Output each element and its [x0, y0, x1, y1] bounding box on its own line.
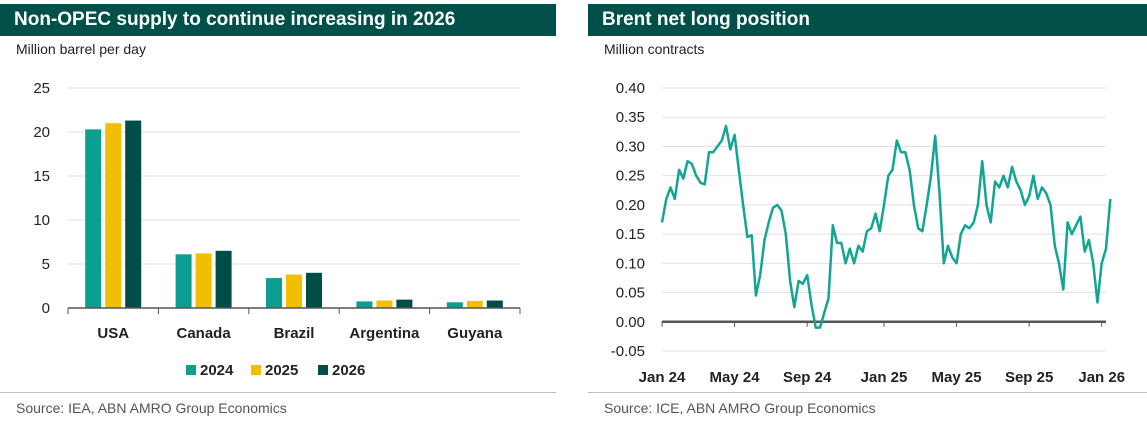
y-tick-label: 0.25 [616, 168, 645, 185]
y-tick-label: 0.10 [616, 255, 645, 272]
y-tick-label: -0.05 [611, 343, 645, 360]
bar-2025-canada [195, 253, 212, 308]
y-tick-label: 0.40 [616, 80, 645, 97]
bar-2024-usa [85, 129, 102, 308]
x-tick-label: Jan 25 [861, 369, 908, 386]
x-tick-label: Jan 24 [639, 369, 686, 386]
line-chart: -0.05 0.00 0.05 0.10 0.15 0.20 0.25 0.30 0.35 0.4… [611, 80, 1125, 386]
x-tick-label: May 24 [710, 369, 761, 386]
left-chart-panel: Non-OPEC supply to continue increasing i… [0, 0, 556, 426]
left-chart-title: Non-OPEC supply to continue increasing i… [0, 4, 556, 36]
bar-2025-brazil [286, 274, 302, 308]
right-chart-panel: Brent net long position Million contract… [588, 0, 1147, 426]
bar-2025-argentina [376, 300, 393, 308]
left-unit-label: Million barrel per day [16, 41, 146, 57]
bar-2024-canada [175, 254, 192, 308]
left-source: Source: IEA, ABN AMRO Group Economics [16, 400, 287, 416]
y-tick-label: 25 [33, 80, 50, 97]
x-tick-label: Guyana [447, 325, 503, 342]
x-tick-label: Jan 26 [1078, 369, 1125, 386]
net-long-series-line [660, 124, 1112, 329]
bar-2024-guyana [446, 302, 463, 308]
bar-2024-argentina [356, 301, 373, 308]
bar-2025-usa [105, 123, 122, 308]
legend-label-2024: 2024 [200, 362, 234, 379]
y-tick-label: 0.35 [616, 109, 645, 126]
bar-2026-brazil [306, 272, 322, 308]
y-tick-label: 0.00 [616, 314, 645, 331]
y-tick-label: 15 [33, 168, 50, 185]
x-tick-label: Sep 24 [783, 369, 832, 386]
right-divider [588, 392, 1147, 393]
right-source: Source: ICE, ABN AMRO Group Economics [604, 400, 876, 416]
legend-label-2025: 2025 [265, 362, 298, 379]
y-tick-label: 5 [42, 256, 50, 273]
y-tick-label: 0.05 [616, 285, 645, 302]
x-tick-label: Sep 25 [1005, 369, 1053, 386]
y-tick-label: 20 [33, 124, 50, 141]
y-tick-label: 0.15 [616, 226, 645, 243]
legend-swatch-2026 [318, 365, 328, 375]
bar-2026-usa [125, 120, 142, 308]
y-tick-label: 0 [42, 300, 50, 317]
y-tick-label: 0.20 [616, 197, 645, 214]
x-tick-label: May 25 [932, 369, 982, 386]
right-chart-title: Brent net long position [588, 4, 1147, 36]
right-unit-label: Million contracts [604, 41, 705, 57]
x-tick-label: Argentina [349, 325, 420, 342]
x-tick-label: Brazil [274, 325, 315, 342]
legend-swatch-2024 [186, 365, 196, 375]
legend-label-2026: 2026 [332, 362, 365, 379]
left-divider [0, 392, 556, 393]
legend-swatch-2025 [251, 365, 261, 375]
bar-2024-brazil [266, 278, 282, 308]
bar-2025-guyana [466, 300, 483, 308]
bar-2026-canada [215, 250, 232, 308]
bar-2026-argentina [396, 299, 413, 308]
bar-2026-guyana [486, 300, 503, 308]
y-tick-label: 10 [33, 212, 50, 229]
x-tick-label: Canada [177, 325, 232, 342]
y-tick-label: 0.30 [616, 138, 645, 155]
x-tick-label: USA [97, 325, 129, 342]
